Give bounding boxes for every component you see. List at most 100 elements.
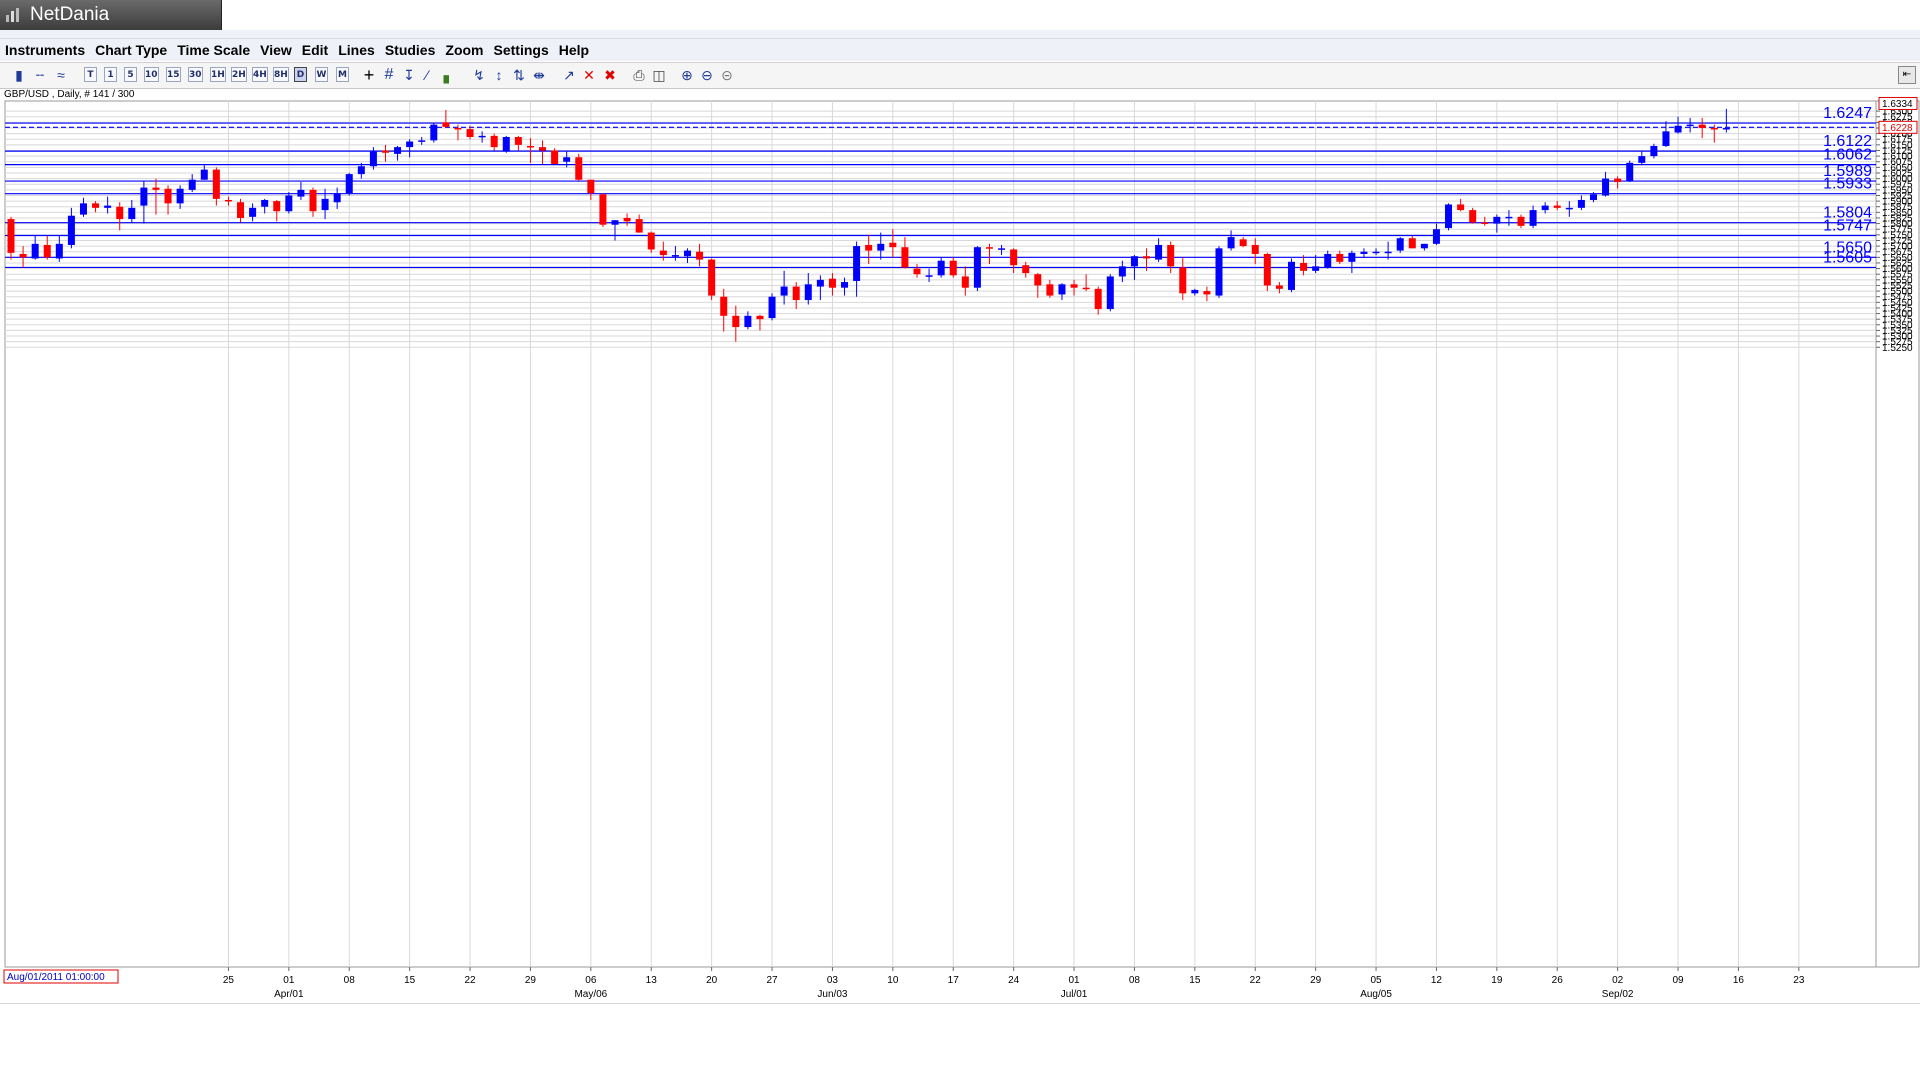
panel-toggle-icon[interactable]: ⇤ <box>1898 66 1916 84</box>
candle-body[interactable] <box>1445 204 1453 229</box>
candle-body[interactable] <box>1275 285 1283 289</box>
zoom-out-icon[interactable]: ⊖ <box>701 67 713 83</box>
menu-settings[interactable]: Settings <box>493 42 549 58</box>
candle-body[interactable] <box>1529 210 1537 226</box>
timescale-15-button[interactable]: 15 <box>166 67 181 82</box>
candle-body[interactable] <box>599 194 607 225</box>
candle-body[interactable] <box>1384 251 1392 254</box>
print-icon[interactable]: ⎙ <box>633 67 645 83</box>
crosshair-icon[interactable]: + <box>363 65 375 85</box>
candle-body[interactable] <box>551 150 559 164</box>
candle-body[interactable] <box>381 150 389 153</box>
candle-body[interactable] <box>43 244 51 258</box>
candle-body[interactable] <box>635 219 643 233</box>
candle-body[interactable] <box>92 203 100 208</box>
zoom-reset-icon[interactable]: ⊝ <box>721 67 733 83</box>
candle-body[interactable] <box>1626 162 1634 181</box>
candle-body[interactable] <box>273 201 281 212</box>
candle-body[interactable] <box>1674 125 1682 133</box>
candle-body[interactable] <box>357 166 365 175</box>
candle-body[interactable] <box>1360 251 1368 254</box>
menu-chart-type[interactable]: Chart Type <box>95 42 168 58</box>
candle-body[interactable] <box>1602 178 1610 196</box>
candle-body[interactable] <box>998 248 1006 250</box>
candle-body[interactable] <box>1324 253 1332 268</box>
candle-body[interactable] <box>853 246 861 281</box>
candle-body[interactable] <box>804 284 812 301</box>
chart-area[interactable]: 1.63001.62751.62501.62251.62001.61751.61… <box>0 87 1920 1003</box>
candle-body[interactable] <box>1239 239 1247 247</box>
timescale-5-button[interactable]: 5 <box>124 67 137 82</box>
candle-body[interactable] <box>1420 243 1428 249</box>
candle-body[interactable] <box>1155 244 1163 260</box>
candle-body[interactable] <box>1300 262 1308 271</box>
candle-body[interactable] <box>1203 291 1211 295</box>
candle-body[interactable] <box>7 219 15 253</box>
candle-body[interactable] <box>973 247 981 288</box>
candle-body[interactable] <box>623 217 631 222</box>
candle-body[interactable] <box>877 243 885 251</box>
candle-body[interactable] <box>418 140 426 142</box>
delete-all-icon[interactable]: ✖ <box>604 67 616 83</box>
candle-body[interactable] <box>1638 156 1646 163</box>
menu-lines[interactable]: Lines <box>338 42 375 58</box>
candle-body[interactable] <box>1118 266 1126 277</box>
candle-body[interactable] <box>1070 284 1078 288</box>
timescale-30-button[interactable]: 30 <box>188 67 203 82</box>
candle-body[interactable] <box>1046 284 1054 296</box>
menu-view[interactable]: View <box>260 42 292 58</box>
candle-body[interactable] <box>200 169 208 180</box>
candle-body[interactable] <box>756 315 764 320</box>
candle-body[interactable] <box>430 124 438 141</box>
candle-body[interactable] <box>140 187 148 206</box>
candle-body[interactable] <box>841 282 849 288</box>
candle-body[interactable] <box>104 205 112 208</box>
candle-body[interactable] <box>285 195 293 212</box>
candle-body[interactable] <box>1432 229 1440 244</box>
candle-body[interactable] <box>1589 194 1597 200</box>
candle-body[interactable] <box>454 127 462 130</box>
candle-body[interactable] <box>345 174 353 194</box>
trendline-icon[interactable]: ∕ <box>425 67 429 83</box>
candle-body[interactable] <box>1686 124 1694 127</box>
candle-body[interactable] <box>1215 248 1223 296</box>
candle-body[interactable] <box>152 187 160 190</box>
candle-body[interactable] <box>309 189 317 212</box>
candle-body[interactable] <box>1312 266 1320 271</box>
menu-zoom[interactable]: Zoom <box>445 42 484 58</box>
candle-body[interactable] <box>1614 178 1622 182</box>
candle-body[interactable] <box>224 199 232 202</box>
volume-icon[interactable]: ▖ <box>443 67 455 83</box>
candle-body[interactable] <box>1517 216 1525 226</box>
candle-body[interactable] <box>116 206 124 220</box>
candle-body[interactable] <box>79 203 87 215</box>
candle-body[interactable] <box>816 279 824 287</box>
candle-body[interactable] <box>1577 199 1585 208</box>
candle-body[interactable] <box>1167 244 1175 267</box>
fan-lines-icon[interactable]: ↕ <box>495 67 503 83</box>
candle-body[interactable] <box>937 260 945 276</box>
candle-body[interactable] <box>985 247 993 249</box>
candle-body[interactable] <box>587 179 595 194</box>
candle-body[interactable] <box>406 141 414 148</box>
candle-body[interactable] <box>865 244 873 251</box>
candle-body[interactable] <box>237 202 245 218</box>
candle-body[interactable] <box>961 276 969 288</box>
candle-body[interactable] <box>913 268 921 275</box>
candle-body[interactable] <box>1408 238 1416 249</box>
candle-body[interactable] <box>67 215 75 245</box>
menu-studies[interactable]: Studies <box>384 42 436 58</box>
candle-body[interactable] <box>1227 237 1235 249</box>
candle-body[interactable] <box>1058 284 1066 295</box>
candle-body[interactable] <box>1348 252 1356 262</box>
candle-body[interactable] <box>925 275 933 277</box>
candle-body[interactable] <box>19 253 27 258</box>
candle-body[interactable] <box>828 278 836 288</box>
candle-body[interactable] <box>369 151 377 167</box>
candle-body[interactable] <box>696 251 704 260</box>
candle-body[interactable] <box>611 220 619 225</box>
timescale-10-button[interactable]: 10 <box>144 67 159 82</box>
candle-body[interactable] <box>1722 127 1730 130</box>
fibonacci-icon[interactable]: ↯ <box>473 67 485 83</box>
candle-body[interactable] <box>1710 127 1718 130</box>
